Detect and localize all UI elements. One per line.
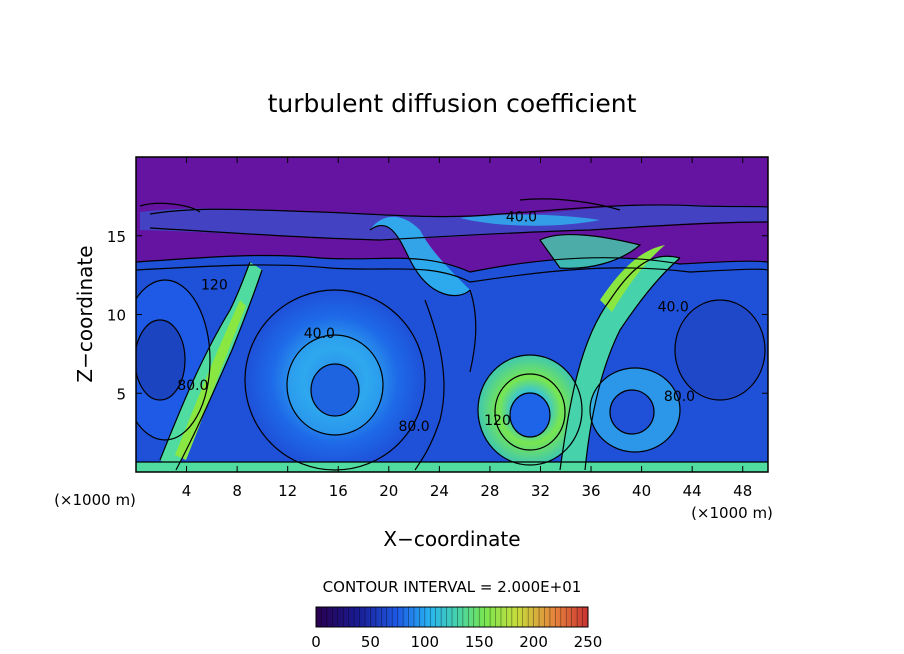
- colorbar-tick-label: 100: [410, 633, 439, 651]
- colorbar-tick-label: 0: [311, 633, 321, 651]
- colorbar-tick-label: 200: [519, 633, 548, 651]
- colorbar: 0 50 100 150 200 250: [311, 606, 602, 651]
- contour-labels: 40.0 40.0 40.0 80.0 80.0 80.0 120 120: [177, 210, 695, 435]
- y-tick-label: 5: [116, 385, 126, 403]
- contour-lines: [136, 198, 768, 471]
- x-tick-label: 32: [531, 482, 550, 500]
- y-tick-label: 15: [107, 228, 126, 246]
- x-tick-label: 4: [182, 482, 192, 500]
- y-axis-label: Z−coordinate: [73, 245, 97, 382]
- contour-label: 80.0: [398, 419, 429, 435]
- x-tick-label: 24: [430, 482, 449, 500]
- contour-interval-text: CONTOUR INTERVAL = 2.000E+01: [323, 578, 582, 596]
- colorbar-tick-label: 250: [574, 633, 603, 651]
- colorbar-stripes: [321, 607, 583, 627]
- x-tick-label: 12: [278, 482, 297, 500]
- contour-label: 40.0: [658, 299, 689, 315]
- x-unit-left: (×1000 m): [54, 491, 136, 509]
- contour-label: 40.0: [506, 210, 537, 226]
- chart-title: turbulent diffusion coefficient: [268, 89, 637, 118]
- x-tick-label: 28: [480, 482, 499, 500]
- x-axis-label: X−coordinate: [383, 527, 520, 551]
- contour-label: 80.0: [664, 389, 695, 405]
- y-axis-ticks: 5 10 15: [107, 228, 768, 403]
- x-tick-label: 16: [329, 482, 348, 500]
- contour-label: 120: [201, 277, 228, 293]
- x-axis-ticks: 4 8 12 16 20 24 28 32 36 40 44 48: [182, 157, 752, 500]
- x-unit-right: (×1000 m): [691, 504, 773, 522]
- colorbar-ticks: 0 50 100 150 200 250: [311, 633, 602, 651]
- x-tick-label: 48: [733, 482, 752, 500]
- x-tick-label: 8: [232, 482, 242, 500]
- contour-label: 40.0: [304, 326, 335, 342]
- x-tick-label: 20: [379, 482, 398, 500]
- contour-label: 120: [484, 413, 511, 429]
- y-tick-label: 10: [107, 307, 126, 325]
- colorbar-tick-label: 150: [465, 633, 494, 651]
- x-tick-label: 40: [632, 482, 651, 500]
- colorbar-tick-label: 50: [361, 633, 380, 651]
- x-tick-label: 44: [683, 482, 702, 500]
- contour-label: 80.0: [177, 378, 208, 394]
- heatmap-field: [136, 157, 768, 472]
- x-tick-label: 36: [581, 482, 600, 500]
